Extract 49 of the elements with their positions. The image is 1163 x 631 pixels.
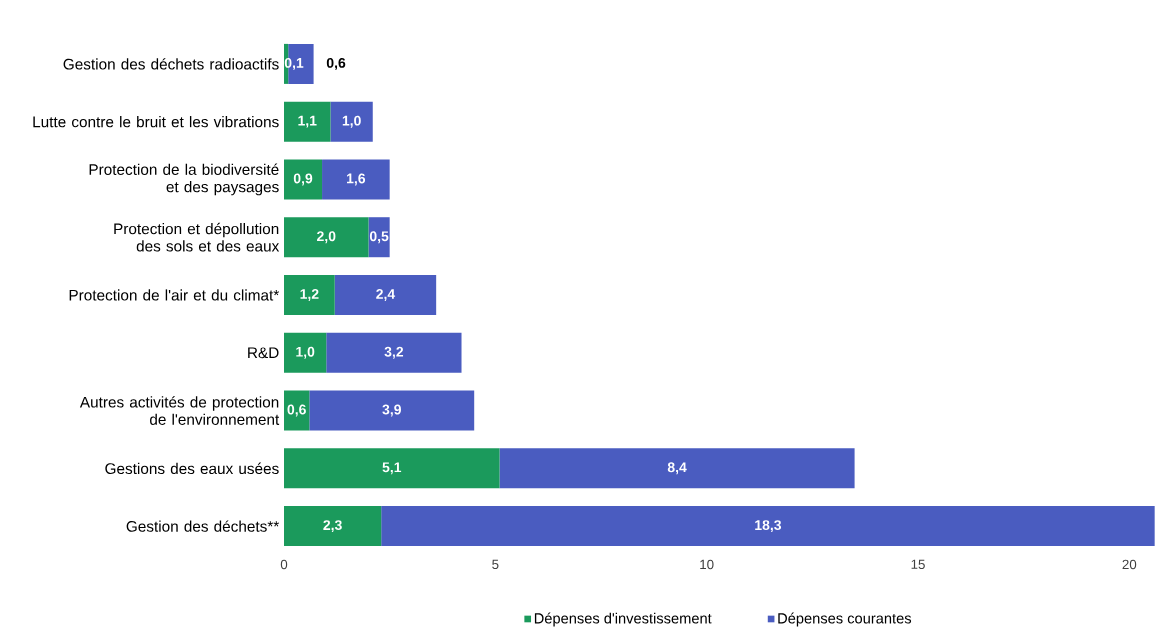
x-tick-label: 15 xyxy=(911,559,925,570)
data-label: 0,6 xyxy=(326,58,346,70)
x-tick-label: 0 xyxy=(280,559,288,570)
bar xyxy=(326,332,462,373)
bar xyxy=(330,101,373,142)
bar xyxy=(284,390,310,431)
data-label: 3,9 xyxy=(382,404,401,417)
data-label: 1,0 xyxy=(296,346,315,359)
data-label: 1,0 xyxy=(342,115,361,128)
x-tick-label: 20 xyxy=(1122,559,1137,570)
legend-label: Dépenses d'investissement xyxy=(534,612,712,627)
x-tick-label: 10 xyxy=(700,559,714,570)
bar xyxy=(284,275,335,316)
bar xyxy=(334,275,437,316)
data-label: 1,2 xyxy=(300,289,319,302)
bar xyxy=(368,217,390,258)
data-label: 2,3 xyxy=(323,520,342,533)
bar xyxy=(381,506,1155,547)
bar xyxy=(284,332,327,373)
y-tick-label: Protection et dépollution des sols et des eaux xyxy=(114,222,280,252)
data-label: 18,3 xyxy=(755,520,782,533)
data-label: 0,9 xyxy=(293,173,313,186)
bar xyxy=(499,448,855,489)
bar xyxy=(284,217,369,258)
x-tick-label: 5 xyxy=(492,559,499,570)
y-tick-label: Gestions des eaux usées xyxy=(105,462,279,475)
y-tick-label: Gestion des déchets radioactifs xyxy=(63,58,279,70)
data-label: 1,1 xyxy=(298,115,317,128)
data-label: 8,4 xyxy=(667,462,687,475)
data-label: 0,5 xyxy=(369,231,389,244)
bar xyxy=(284,448,500,489)
data-label: 5,1 xyxy=(382,462,402,475)
bar xyxy=(309,390,475,431)
bar xyxy=(284,506,382,547)
y-tick-label: R&D xyxy=(248,347,279,359)
y-tick-label: Lutte contre le bruit et les vibrations xyxy=(33,116,279,128)
bar xyxy=(322,159,390,200)
data-label: 2,4 xyxy=(376,289,396,302)
legend-label: Dépenses courantes xyxy=(778,612,912,627)
bar xyxy=(284,159,323,200)
y-tick-label: Protection de l'air et du climat* xyxy=(69,289,280,301)
data-label: 2,0 xyxy=(317,231,336,244)
data-label: 1,6 xyxy=(347,173,366,186)
y-tick-label: Autres activités de protection de l'environnement xyxy=(79,396,280,426)
y-tick-label: Gestion des déchets** xyxy=(126,520,280,532)
data-label: 0,6 xyxy=(287,404,306,417)
data-label: 3,2 xyxy=(384,346,404,359)
y-tick-label: Protection de la biodiversité et des paysages xyxy=(89,163,279,196)
bar xyxy=(284,101,331,142)
